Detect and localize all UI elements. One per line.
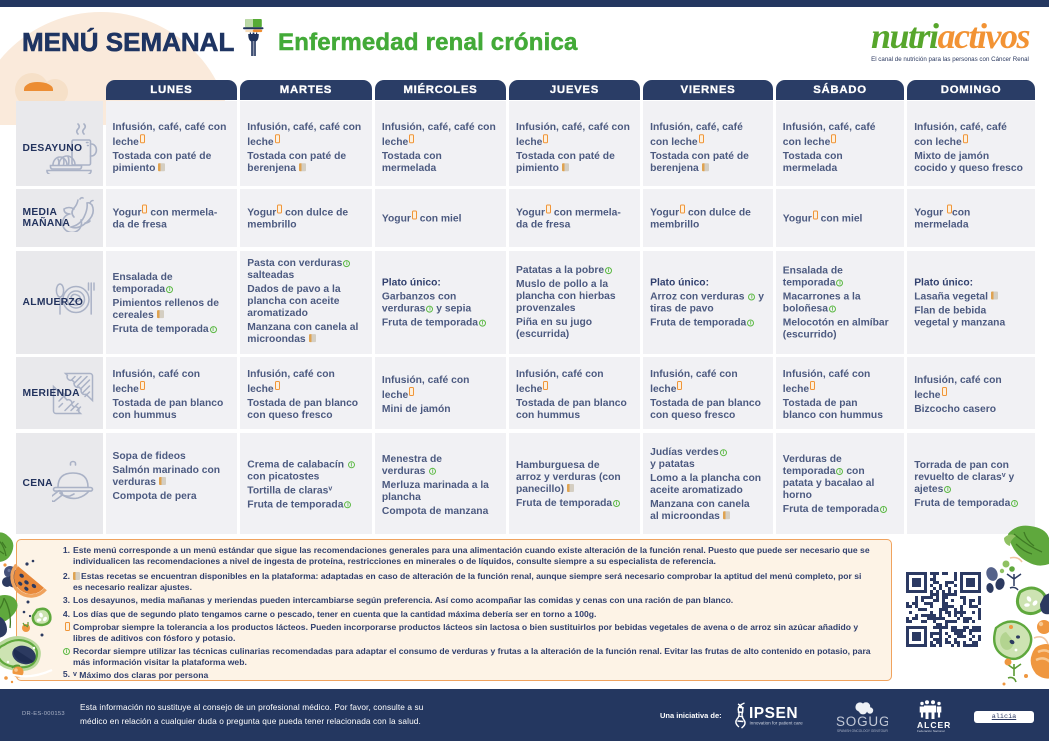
- svg-text:Federación Nacional: Federación Nacional: [917, 729, 945, 733]
- svg-text:SPANISH ONCOLOGY GENITOURINARY: SPANISH ONCOLOGY GENITOURINARY GROUP: [837, 729, 888, 733]
- svg-text:ALCER: ALCER: [917, 720, 950, 730]
- svg-text:SOGUG: SOGUG: [836, 714, 888, 729]
- svg-text:IPSEN: IPSEN: [749, 705, 798, 722]
- svg-text:Innovation for patient care: Innovation for patient care: [750, 721, 804, 726]
